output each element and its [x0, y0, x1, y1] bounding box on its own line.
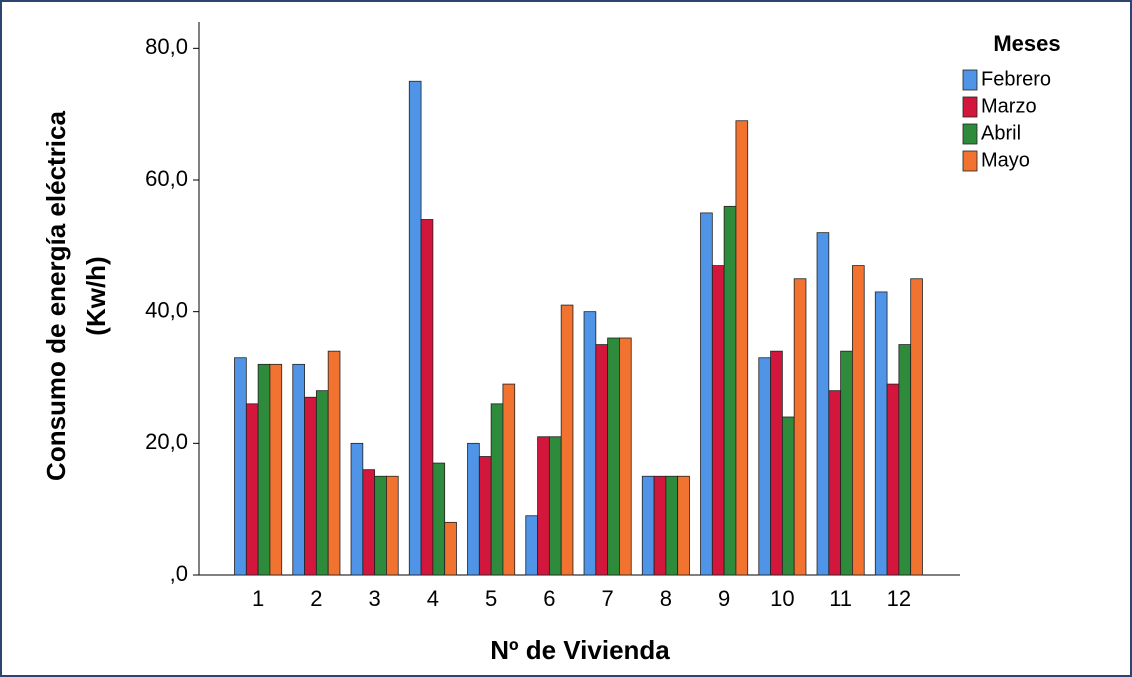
x-tick-label: 1 — [252, 586, 264, 611]
legend-swatch — [962, 96, 978, 118]
bar — [245, 403, 259, 576]
bar — [898, 344, 912, 576]
x-tick-label: 2 — [310, 586, 322, 611]
x-tick-label: 3 — [369, 586, 381, 611]
bar — [269, 363, 283, 576]
bar — [874, 291, 888, 576]
bar — [641, 475, 655, 576]
bar — [886, 383, 900, 576]
bar — [560, 304, 574, 576]
bar — [793, 278, 807, 576]
bar — [350, 442, 364, 576]
bar — [420, 219, 434, 576]
legend-label: Abril — [981, 122, 1021, 144]
bar — [327, 350, 341, 576]
bar — [770, 350, 783, 576]
bar — [502, 383, 516, 576]
bar — [700, 212, 713, 576]
bar — [362, 469, 376, 576]
bar — [257, 363, 271, 576]
legend-label: Febrero — [981, 68, 1051, 90]
y-tick-label: 60,0 — [145, 166, 188, 191]
bar — [677, 475, 690, 576]
y-axis-label: (Kw/h) — [81, 256, 111, 335]
x-tick-label: 10 — [770, 586, 794, 611]
bar — [444, 521, 457, 576]
x-tick-label: 9 — [718, 586, 730, 611]
legend-swatch — [962, 69, 978, 91]
legend-label: Mayo — [981, 149, 1030, 171]
bar — [758, 357, 771, 576]
bar — [711, 265, 725, 576]
x-tick-label: 6 — [543, 586, 555, 611]
x-axis-label: Nº de Vivienda — [490, 635, 670, 665]
bar — [432, 462, 446, 576]
bar — [315, 390, 329, 576]
x-tick-label: 4 — [427, 586, 439, 611]
y-tick-label: 80,0 — [145, 34, 188, 59]
bar — [910, 278, 923, 576]
bar — [386, 475, 399, 576]
bar — [607, 337, 620, 576]
bar — [374, 475, 387, 576]
bar — [735, 120, 749, 576]
x-tick-label: 5 — [485, 586, 497, 611]
bar — [781, 416, 795, 576]
bar — [828, 390, 842, 576]
bar — [467, 442, 480, 576]
x-tick-label: 11 — [829, 586, 852, 611]
bar — [665, 475, 679, 576]
bar — [478, 456, 492, 576]
legend-swatch — [962, 123, 978, 145]
bar — [583, 311, 597, 576]
bar — [408, 80, 422, 576]
bar — [537, 436, 550, 576]
x-tick-label: 12 — [887, 586, 911, 611]
bar — [653, 475, 667, 576]
bar — [840, 350, 853, 576]
y-tick-label: 40,0 — [145, 297, 188, 322]
bar — [548, 436, 562, 576]
y-tick-label: 20,0 — [145, 429, 188, 454]
x-tick-label: 7 — [602, 586, 614, 611]
bar — [525, 515, 538, 576]
bar — [304, 396, 317, 576]
bar — [723, 205, 737, 576]
bar — [234, 357, 247, 576]
bar — [490, 403, 504, 576]
bar — [619, 337, 632, 576]
bar — [852, 265, 865, 576]
bar — [816, 232, 830, 576]
y-axis-label: Consumo de energía eléctrica — [41, 111, 71, 481]
legend-label: Marzo — [981, 95, 1037, 117]
x-tick-label: 8 — [660, 586, 672, 611]
legend-swatch — [962, 150, 978, 172]
y-tick-label: ,0 — [170, 561, 188, 586]
bar — [292, 363, 305, 576]
legend-title: Meses — [993, 31, 1060, 56]
bar — [595, 344, 609, 576]
